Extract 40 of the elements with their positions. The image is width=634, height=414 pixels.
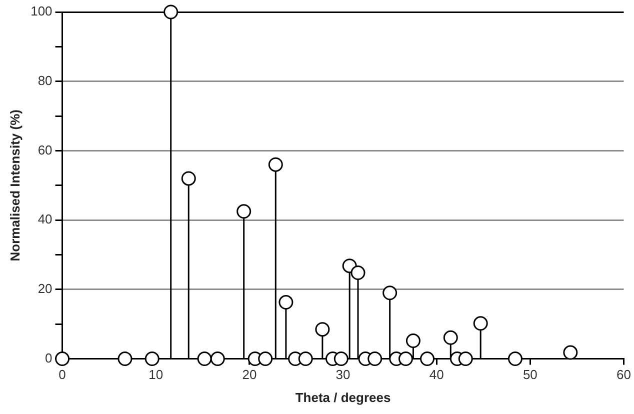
point (181, 171, 196, 186)
point (164, 4, 178, 20)
y-tick-label: 60 (38, 142, 52, 158)
point (258, 352, 273, 366)
point (473, 316, 488, 331)
point (144, 352, 160, 366)
point (268, 157, 283, 172)
point (508, 352, 522, 366)
point (334, 352, 348, 366)
point (563, 345, 578, 360)
point (420, 352, 434, 366)
point (197, 352, 212, 366)
x-axis-title: Theta / degrees (295, 390, 391, 405)
point (458, 352, 473, 366)
y-tick-label: 0 (45, 350, 52, 366)
point (398, 352, 413, 366)
x-tick-label: 30 (336, 367, 350, 382)
y-tick-label: 40 (38, 212, 52, 227)
point (210, 352, 225, 366)
point (382, 286, 398, 300)
y-axis-title: Normalised Intensity (%) (7, 110, 22, 262)
x-tick-label: 50 (522, 367, 538, 382)
point (368, 352, 382, 366)
point (298, 352, 313, 366)
point (315, 322, 330, 337)
x-tick-label: 40 (429, 367, 444, 382)
point (118, 352, 132, 366)
point (55, 352, 70, 366)
point (350, 266, 366, 280)
point (278, 295, 294, 310)
y-tick-label: 100 (30, 4, 52, 19)
point (443, 330, 458, 345)
y-tick-label: 20 (38, 281, 52, 296)
point (406, 334, 420, 348)
x-tick-label: 0 (58, 367, 66, 382)
x-tick-label: 10 (148, 367, 164, 382)
point (236, 204, 252, 219)
x-tick-label: 20 (242, 367, 257, 382)
y-tick-label: 80 (38, 72, 52, 88)
x-tick-label: 60 (616, 367, 632, 382)
